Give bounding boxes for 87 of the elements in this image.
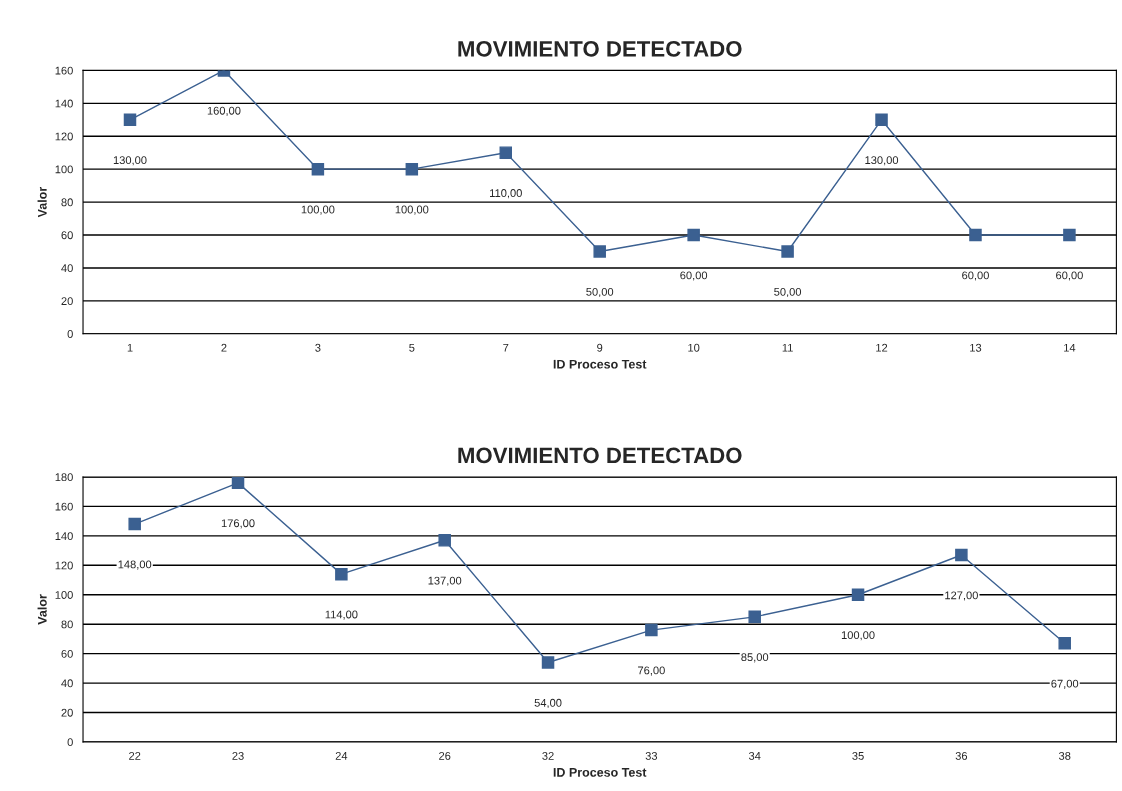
- y-tick-label: 100: [55, 591, 73, 599]
- point: [499, 146, 513, 159]
- x-tick-label: 10: [688, 343, 700, 352]
- y-tick-label: 40: [61, 679, 73, 688]
- data-label: 110,00: [490, 189, 522, 199]
- x-tick-label: 34: [748, 751, 761, 760]
- y-tick-label: 140: [55, 532, 73, 540]
- point: [128, 517, 141, 531]
- x-tick-label: 33: [645, 751, 658, 760]
- x-tick-label: 14: [1064, 343, 1076, 352]
- data-label: 130,00: [865, 156, 899, 166]
- point: [123, 113, 137, 127]
- x-tick-label: 35: [852, 751, 864, 760]
- x-tick-label: 32: [542, 751, 554, 760]
- y-tick-label: 80: [61, 620, 73, 629]
- y-tick-label: 20: [61, 297, 73, 306]
- data-label: 148,00: [118, 560, 152, 570]
- y-tick-label: 60: [61, 649, 73, 658]
- point: [687, 228, 700, 242]
- point: [541, 656, 555, 669]
- data-label: 130,00: [113, 156, 147, 166]
- x-tick-label: 1: [127, 343, 133, 352]
- y-tick-label: 160: [55, 66, 73, 75]
- data-label: 100,00: [395, 205, 429, 215]
- point: [645, 623, 658, 637]
- y-tick-label: 0: [67, 738, 73, 747]
- point: [969, 228, 982, 242]
- point: [748, 610, 761, 624]
- y-axis-title: Valor: [37, 187, 47, 218]
- data-label: 67,00: [1051, 679, 1079, 689]
- chart-title: MOVIMIENTO DETECTADO: [458, 447, 742, 464]
- y-tick-label: 60: [61, 231, 73, 240]
- data-label: 127,00: [945, 591, 978, 601]
- data-label: 54,00: [534, 698, 562, 709]
- point: [231, 476, 245, 490]
- data-label: 60,00: [962, 271, 989, 281]
- data-label: 160,00: [207, 106, 241, 116]
- y-tick-label: 160: [55, 502, 73, 511]
- y-tick-label: 20: [61, 708, 73, 717]
- point: [311, 162, 325, 176]
- point: [875, 113, 888, 127]
- point: [955, 548, 968, 562]
- data-label: 50,00: [774, 287, 802, 298]
- data-label: 85,00: [741, 653, 769, 663]
- x-tick-label: 12: [876, 343, 888, 352]
- x-tick-label: 5: [409, 343, 415, 352]
- data-label: 137,00: [428, 576, 462, 586]
- x-tick-label: 36: [955, 751, 968, 760]
- point: [851, 588, 865, 601]
- y-axis-title: Valor: [37, 594, 47, 625]
- x-tick-label: 38: [1058, 751, 1071, 760]
- point: [405, 162, 419, 176]
- x-axis-title: ID Proceso Test: [553, 768, 647, 777]
- x-tick-label: 24: [335, 751, 348, 760]
- data-label: 76,00: [638, 666, 665, 676]
- data-label: 114,00: [325, 610, 358, 620]
- y-tick-label: 180: [55, 473, 73, 482]
- x-tick-label: 11: [782, 343, 793, 352]
- data-label: 100,00: [841, 631, 875, 641]
- y-tick-label: 120: [55, 561, 73, 570]
- y-tick-label: 0: [67, 330, 73, 338]
- point: [335, 567, 348, 581]
- x-tick-label: 23: [232, 751, 244, 760]
- x-tick-label: 3: [315, 343, 321, 352]
- x-tick-label: 2: [221, 343, 227, 352]
- x-tick-label: 22: [129, 751, 141, 760]
- y-tick-label: 100: [55, 165, 73, 174]
- point: [781, 245, 794, 258]
- data-label: 60,00: [1056, 271, 1083, 281]
- x-axis-title: ID Proceso Test: [553, 359, 647, 369]
- point: [1063, 228, 1076, 242]
- x-tick-label: 13: [970, 343, 982, 352]
- data-label: 60,00: [680, 271, 708, 281]
- y-tick-label: 120: [55, 132, 73, 141]
- data-label: 100,00: [301, 205, 335, 215]
- y-tick-label: 140: [55, 99, 73, 108]
- x-tick-label: 9: [597, 343, 603, 352]
- y-tick-label: 40: [61, 264, 73, 273]
- data-label: 50,00: [586, 287, 614, 298]
- chart-title: MOVIMIENTO DETECTADO: [458, 40, 742, 57]
- point: [593, 245, 606, 258]
- point: [438, 534, 451, 547]
- x-tick-label: 7: [503, 343, 509, 352]
- x-tick-label: 26: [439, 751, 451, 760]
- y-tick-label: 80: [61, 198, 73, 207]
- data-label: 176,00: [221, 519, 255, 529]
- point: [1058, 637, 1071, 650]
